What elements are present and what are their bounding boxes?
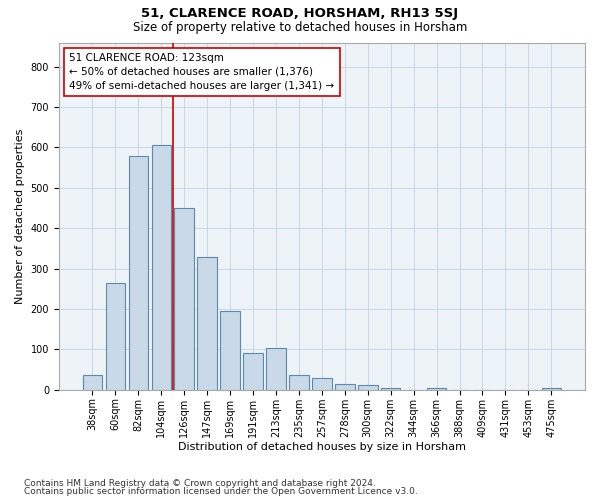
Bar xyxy=(542,388,561,390)
Bar xyxy=(312,378,332,390)
Bar xyxy=(128,156,148,390)
Text: Contains public sector information licensed under the Open Government Licence v3: Contains public sector information licen… xyxy=(24,487,418,496)
Y-axis label: Number of detached properties: Number of detached properties xyxy=(15,128,25,304)
Text: 51, CLARENCE ROAD, HORSHAM, RH13 5SJ: 51, CLARENCE ROAD, HORSHAM, RH13 5SJ xyxy=(142,8,458,20)
Text: Contains HM Land Registry data © Crown copyright and database right 2024.: Contains HM Land Registry data © Crown c… xyxy=(24,478,376,488)
Bar xyxy=(83,375,102,390)
Bar xyxy=(381,388,400,390)
Bar xyxy=(220,311,240,390)
Bar xyxy=(266,348,286,390)
Bar xyxy=(175,208,194,390)
Text: Size of property relative to detached houses in Horsham: Size of property relative to detached ho… xyxy=(133,21,467,34)
Bar xyxy=(197,256,217,390)
Bar xyxy=(152,146,171,390)
Bar xyxy=(106,283,125,390)
Bar xyxy=(335,384,355,390)
Bar xyxy=(244,354,263,390)
Bar xyxy=(358,386,377,390)
X-axis label: Distribution of detached houses by size in Horsham: Distribution of detached houses by size … xyxy=(178,442,466,452)
Text: 51 CLARENCE ROAD: 123sqm
← 50% of detached houses are smaller (1,376)
49% of sem: 51 CLARENCE ROAD: 123sqm ← 50% of detach… xyxy=(70,53,334,91)
Bar xyxy=(427,388,446,390)
Bar xyxy=(289,375,308,390)
